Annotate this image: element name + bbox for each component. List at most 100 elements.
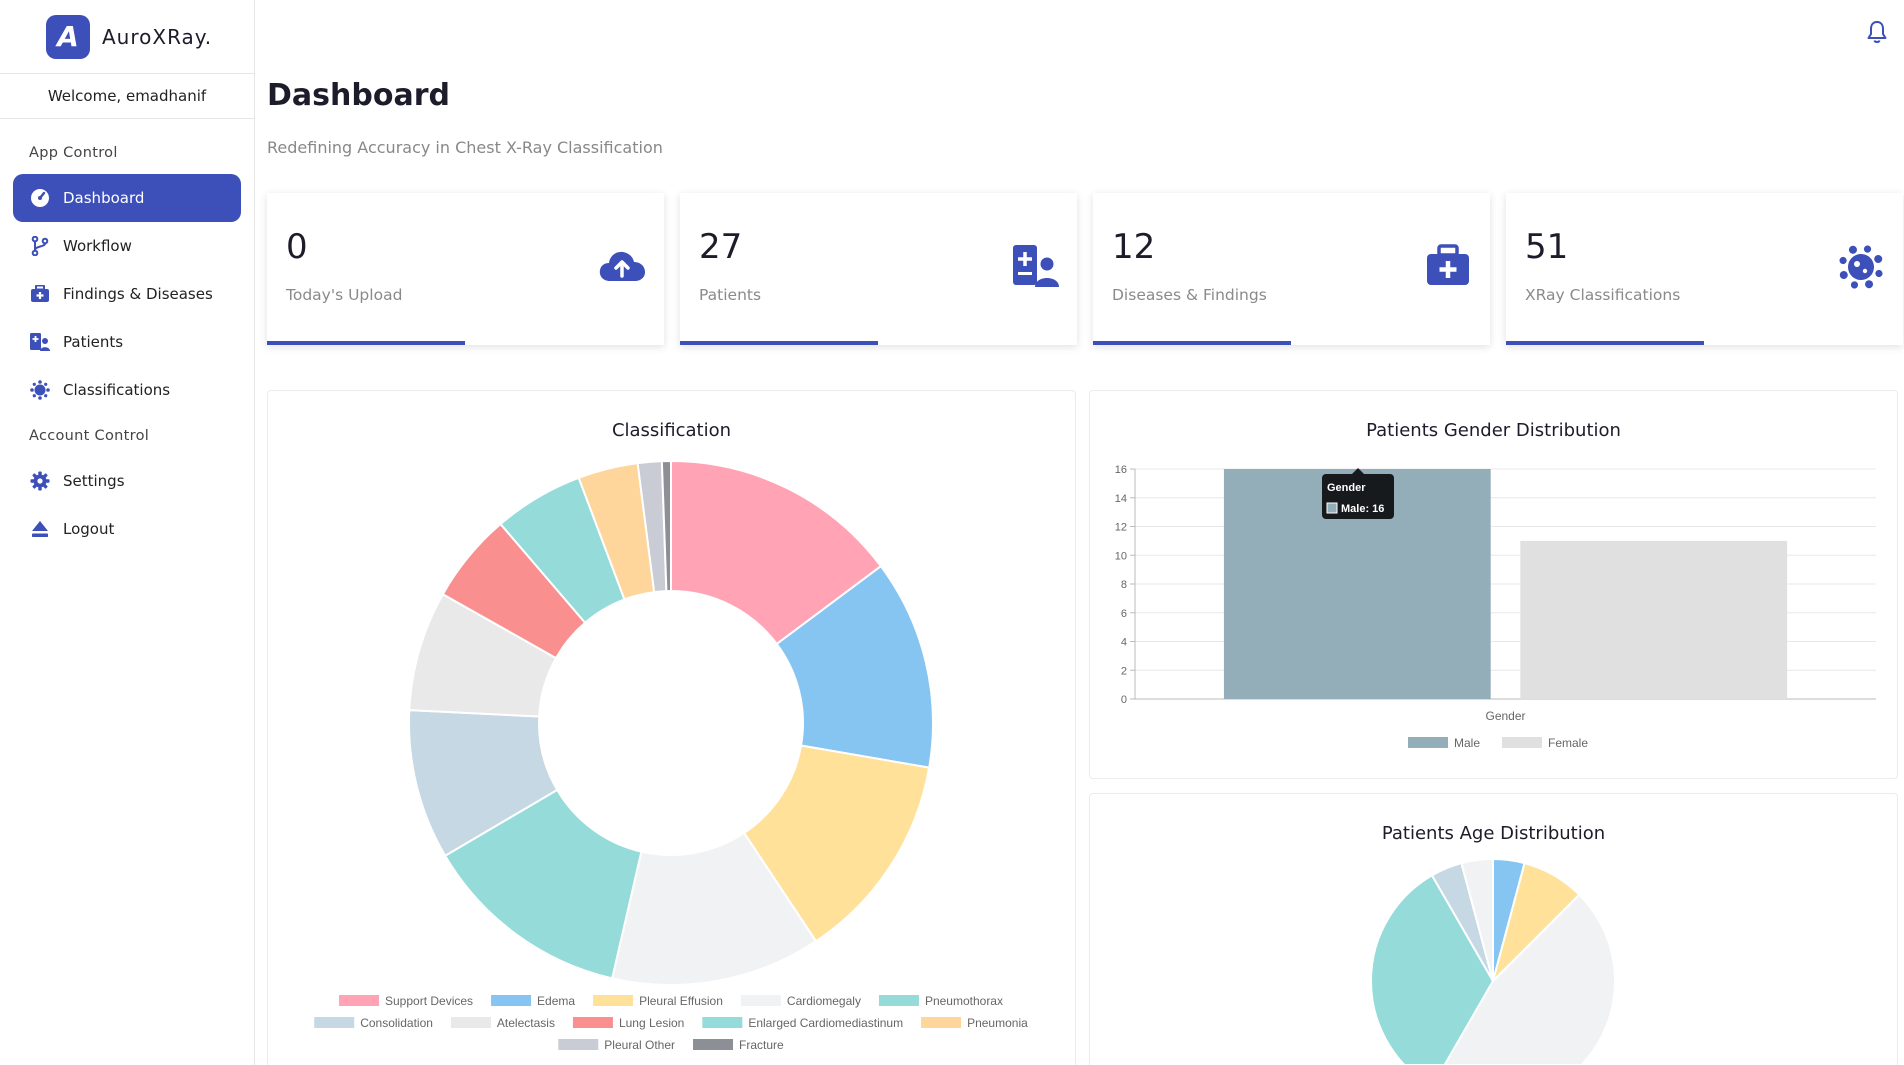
chart-title: Classification bbox=[611, 420, 732, 441]
donut-slice-support-devices[interactable] bbox=[670, 459, 883, 646]
legend-label-support-devices[interactable]: Support Devices bbox=[385, 994, 473, 1008]
sidebar-item-logout[interactable]: Logout bbox=[13, 505, 241, 553]
y-tick-label: 10 bbox=[1115, 550, 1127, 562]
age-pie-slice[interactable] bbox=[1370, 873, 1495, 1064]
y-tick-label: 16 bbox=[1115, 464, 1127, 476]
sidebar-item-dashboard[interactable]: Dashboard bbox=[13, 174, 241, 222]
sidebar: A AuroXRay. Welcome, emadhanif App Contr… bbox=[0, 0, 255, 1065]
medkit-icon bbox=[1422, 241, 1474, 293]
stat-value: 0 bbox=[286, 227, 308, 267]
stat-value: 27 bbox=[699, 227, 743, 267]
stat-card-patients: 27 Patients bbox=[680, 193, 1077, 345]
legend-swatch-support-devices[interactable] bbox=[339, 995, 380, 1006]
gender-chart-panel: Patients Gender Distribution 0 2 4 6 8 10 12 14… bbox=[1089, 390, 1898, 779]
welcome-text: Welcome, emadhanif bbox=[0, 74, 254, 119]
age-pie-slice[interactable] bbox=[1432, 893, 1616, 1064]
page-subtitle: Redefining Accuracy in Chest X-Ray Class… bbox=[267, 138, 663, 157]
medkit-icon bbox=[29, 283, 51, 305]
legend-swatch-enlarged-cardiomediastinum[interactable] bbox=[702, 1017, 743, 1028]
stat-accent-bar bbox=[267, 341, 465, 345]
section-title-app-control: App Control bbox=[29, 145, 118, 161]
branch-icon bbox=[29, 235, 51, 257]
stat-label: Today's Upload bbox=[286, 286, 403, 304]
legend-label-enlarged-cardiomediastinum[interactable]: Enlarged Cardiomediastinum bbox=[748, 1016, 903, 1030]
brand-name: AuroXRay. bbox=[102, 24, 213, 49]
virus-icon bbox=[1835, 241, 1887, 293]
gender-bar-chart: 0 2 4 6 8 10 12 14 16 Gender Male Female Gender Male:… bbox=[1115, 464, 1876, 750]
donut-slice-fracture[interactable] bbox=[660, 459, 672, 593]
legend-label-edema[interactable]: Edema bbox=[537, 994, 575, 1008]
patient-icon bbox=[29, 331, 51, 353]
legend-swatch-consolidation[interactable] bbox=[314, 1017, 355, 1028]
legend-swatch-pneumothorax[interactable] bbox=[878, 995, 919, 1006]
stat-accent-bar bbox=[1506, 341, 1704, 345]
page-title: Dashboard bbox=[267, 78, 450, 113]
legend-swatch-edema[interactable] bbox=[491, 995, 532, 1006]
legend-swatch-fracture[interactable] bbox=[693, 1039, 734, 1050]
age-chart-panel: Patients Age Distribution bbox=[1089, 793, 1898, 1065]
bar-female[interactable] bbox=[1520, 540, 1788, 699]
gear-icon bbox=[29, 470, 51, 492]
legend-label-pleural-other[interactable]: Pleural Other bbox=[604, 1038, 675, 1052]
legend-label-cardiomegaly[interactable]: Cardiomegaly bbox=[787, 994, 861, 1008]
stat-accent-bar bbox=[1093, 341, 1291, 345]
sidebar-item-label: Classifications bbox=[63, 381, 171, 399]
age-pie-chart bbox=[1370, 857, 1616, 1064]
legend-label-fracture[interactable]: Fracture bbox=[739, 1038, 784, 1052]
age-pie-slice[interactable] bbox=[1460, 857, 1494, 982]
legend-swatch-male[interactable] bbox=[1408, 737, 1448, 748]
legend-swatch-lung-lesion[interactable] bbox=[572, 1017, 613, 1028]
eject-icon bbox=[29, 518, 51, 540]
y-tick-label: 14 bbox=[1115, 493, 1127, 505]
cloud-upload-icon bbox=[596, 241, 648, 293]
virus-icon bbox=[29, 379, 51, 401]
gauge-icon bbox=[29, 187, 51, 209]
stat-card-diseases-findings: 12 Diseases & Findings bbox=[1093, 193, 1490, 345]
y-tick-label: 4 bbox=[1121, 637, 1127, 649]
sidebar-item-label: Settings bbox=[63, 472, 125, 490]
legend-swatch-female[interactable] bbox=[1502, 737, 1542, 748]
legend-label-male[interactable]: Male bbox=[1454, 736, 1480, 750]
legend-label-consolidation[interactable]: Consolidation bbox=[360, 1016, 433, 1030]
legend-label-female[interactable]: Female bbox=[1548, 736, 1588, 750]
classification-chart-panel: Classification Support Devices Edema Pleur… bbox=[267, 390, 1076, 1065]
x-axis-label: Gender bbox=[1485, 709, 1525, 723]
legend-label-pneumonia[interactable]: Pneumonia bbox=[967, 1016, 1028, 1030]
sidebar-item-workflow[interactable]: Workflow bbox=[13, 222, 241, 270]
stat-card-todays-upload: 0 Today's Upload bbox=[267, 193, 664, 345]
sidebar-item-label: Workflow bbox=[63, 237, 132, 255]
legend-swatch-pneumonia[interactable] bbox=[921, 1017, 962, 1028]
legend-swatch-atelectasis[interactable] bbox=[450, 1017, 491, 1028]
y-tick-label: 8 bbox=[1121, 579, 1127, 591]
legend-swatch-pleural-other[interactable] bbox=[558, 1039, 599, 1050]
legend-label-pleural-effusion[interactable]: Pleural Effusion bbox=[639, 994, 723, 1008]
legend-label-pneumothorax[interactable]: Pneumothorax bbox=[925, 994, 1003, 1008]
legend-swatch-cardiomegaly[interactable] bbox=[740, 995, 781, 1006]
stat-accent-bar bbox=[680, 341, 878, 345]
bell-icon[interactable] bbox=[1866, 20, 1890, 44]
chart-title: Patients Gender Distribution bbox=[1366, 420, 1621, 441]
brand[interactable]: A AuroXRay. bbox=[0, 0, 254, 74]
section-title-account-control: Account Control bbox=[29, 428, 150, 444]
tooltip-caret bbox=[1352, 468, 1364, 474]
sidebar-item-settings[interactable]: Settings bbox=[13, 457, 241, 505]
tooltip-body: Male: 16 bbox=[1341, 503, 1384, 515]
patients-icon bbox=[1009, 241, 1061, 293]
sidebar-item-label: Patients bbox=[63, 333, 124, 351]
legend-label-lung-lesion[interactable]: Lung Lesion bbox=[619, 1016, 684, 1030]
sidebar-item-findings-diseases[interactable]: Findings & Diseases bbox=[13, 270, 241, 318]
tooltip-swatch bbox=[1326, 502, 1338, 514]
legend-label-atelectasis[interactable]: Atelectasis bbox=[497, 1016, 555, 1030]
stat-card-xray-classifications: 51 XRay Classifications bbox=[1506, 193, 1903, 345]
brand-logo-icon: A bbox=[46, 14, 90, 59]
legend-swatch-pleural-effusion[interactable] bbox=[593, 995, 634, 1006]
sidebar-item-classifications[interactable]: Classifications bbox=[13, 366, 241, 414]
chart-title: Patients Age Distribution bbox=[1381, 823, 1606, 844]
chart-tooltip bbox=[1322, 474, 1394, 519]
stat-label: Diseases & Findings bbox=[1112, 286, 1267, 304]
y-tick-label: 2 bbox=[1121, 665, 1127, 677]
sidebar-item-patients[interactable]: Patients bbox=[13, 318, 241, 366]
stat-value: 51 bbox=[1525, 227, 1569, 267]
y-tick-label: 6 bbox=[1121, 608, 1127, 620]
stat-label: XRay Classifications bbox=[1525, 286, 1681, 304]
